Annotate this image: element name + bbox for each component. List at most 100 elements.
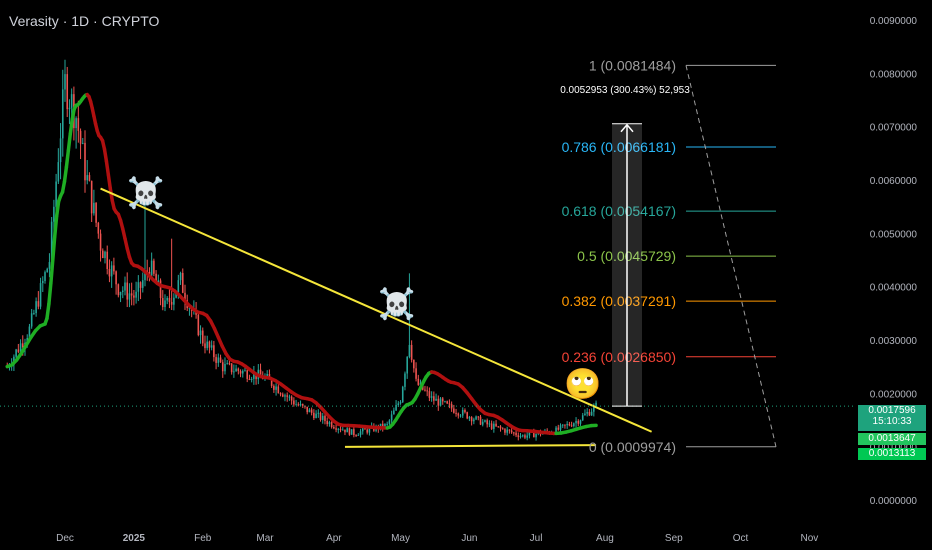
y-tick-label: 0.0040000 (870, 283, 918, 294)
candle-body (526, 435, 528, 438)
candle-body (324, 415, 326, 421)
candle-body (428, 391, 431, 398)
candle-body (181, 272, 184, 293)
y-tick-label: 0.0020000 (870, 389, 918, 400)
ma-segment (102, 147, 109, 163)
candle-body (490, 423, 493, 429)
trendlines (0, 187, 856, 448)
candle-body (97, 222, 100, 234)
candle-body (288, 396, 291, 398)
candle-body (84, 142, 86, 181)
candle-body (575, 420, 577, 424)
candle-body (133, 295, 135, 298)
candle-body (468, 417, 471, 419)
candle-body (57, 162, 60, 182)
candle-body (439, 398, 442, 406)
ma-segment (64, 148, 71, 170)
candle-body (210, 345, 213, 348)
candle-body (221, 362, 224, 372)
candle-body (413, 359, 415, 369)
candle-body (273, 385, 275, 390)
candle-body (99, 233, 102, 251)
candle-body (90, 180, 93, 214)
candle-body (290, 396, 293, 401)
candle-body (33, 313, 35, 315)
candle-body (437, 398, 440, 406)
candle-body (317, 412, 320, 414)
candle-body (430, 396, 433, 398)
candle-body (433, 396, 435, 401)
candle-body (419, 382, 422, 385)
face-with-rolling-eyes-icon: 🙄 (564, 367, 602, 402)
candle-body (595, 402, 597, 406)
candle-body (348, 428, 351, 435)
candle-body (404, 373, 406, 387)
candle-body (581, 415, 584, 421)
candle-body (184, 292, 186, 301)
candle-body (388, 420, 391, 424)
candle-body (506, 429, 508, 433)
candle-body (39, 283, 42, 307)
ma-segment (51, 234, 57, 262)
candle-body (66, 74, 69, 110)
candle-body (426, 390, 428, 392)
ma-segment (54, 199, 61, 218)
candle-body (237, 368, 240, 372)
candle-body (333, 427, 335, 429)
candle-body (481, 421, 484, 425)
x-tick-label: Jul (530, 533, 543, 544)
ma-segment (62, 165, 69, 184)
y-tick-label: 0.0000000 (870, 496, 918, 507)
candle-body (450, 404, 453, 409)
candle-body (395, 405, 397, 411)
candle-body (215, 357, 217, 363)
support-trendline (344, 444, 597, 448)
candle-body (30, 313, 33, 327)
candle-body (235, 368, 237, 372)
candle-body (528, 432, 531, 436)
candle-body (341, 429, 344, 431)
current-price-label: 0.0017596 (868, 405, 916, 416)
ma-segment (106, 172, 113, 191)
candle-body (144, 270, 146, 281)
candle-body (515, 432, 517, 436)
candle-body (88, 175, 91, 181)
candle-body (393, 410, 395, 415)
candle-body (510, 430, 513, 433)
candle-body (93, 202, 95, 214)
candle-body (121, 290, 124, 292)
candle-body (455, 412, 457, 414)
x-tick-label: Apr (326, 533, 342, 544)
candle-body (457, 413, 460, 416)
candle-body (495, 423, 497, 427)
level-b-label: 0.0013113 (868, 448, 916, 459)
candle-body (224, 363, 226, 372)
candle-body (217, 357, 220, 363)
candle-body (359, 431, 362, 435)
candle-body (593, 405, 595, 412)
candle-body (126, 282, 129, 300)
x-tick-label: Nov (800, 533, 818, 544)
candle-body (206, 341, 209, 349)
candle-body (59, 138, 62, 163)
candle-body (366, 429, 368, 433)
skull-and-crossbones-icon: ☠️ (378, 287, 416, 322)
candle-body (113, 265, 115, 272)
candle-body (497, 426, 500, 428)
candle-body (484, 420, 486, 422)
candle-body (435, 398, 437, 401)
fib-level-label: 0.786 (0.0066181) (562, 139, 676, 155)
candle-body (204, 343, 206, 349)
candle-body (406, 356, 408, 374)
candle-body (177, 280, 180, 293)
ma-segment (47, 281, 53, 306)
candle-body (21, 343, 24, 348)
candle-body (164, 300, 166, 307)
candle-body (301, 403, 304, 406)
candle-body (590, 411, 593, 416)
candle-body (208, 341, 211, 348)
candle-body (139, 282, 142, 288)
candle-body (361, 428, 364, 432)
candle-body (386, 423, 388, 425)
